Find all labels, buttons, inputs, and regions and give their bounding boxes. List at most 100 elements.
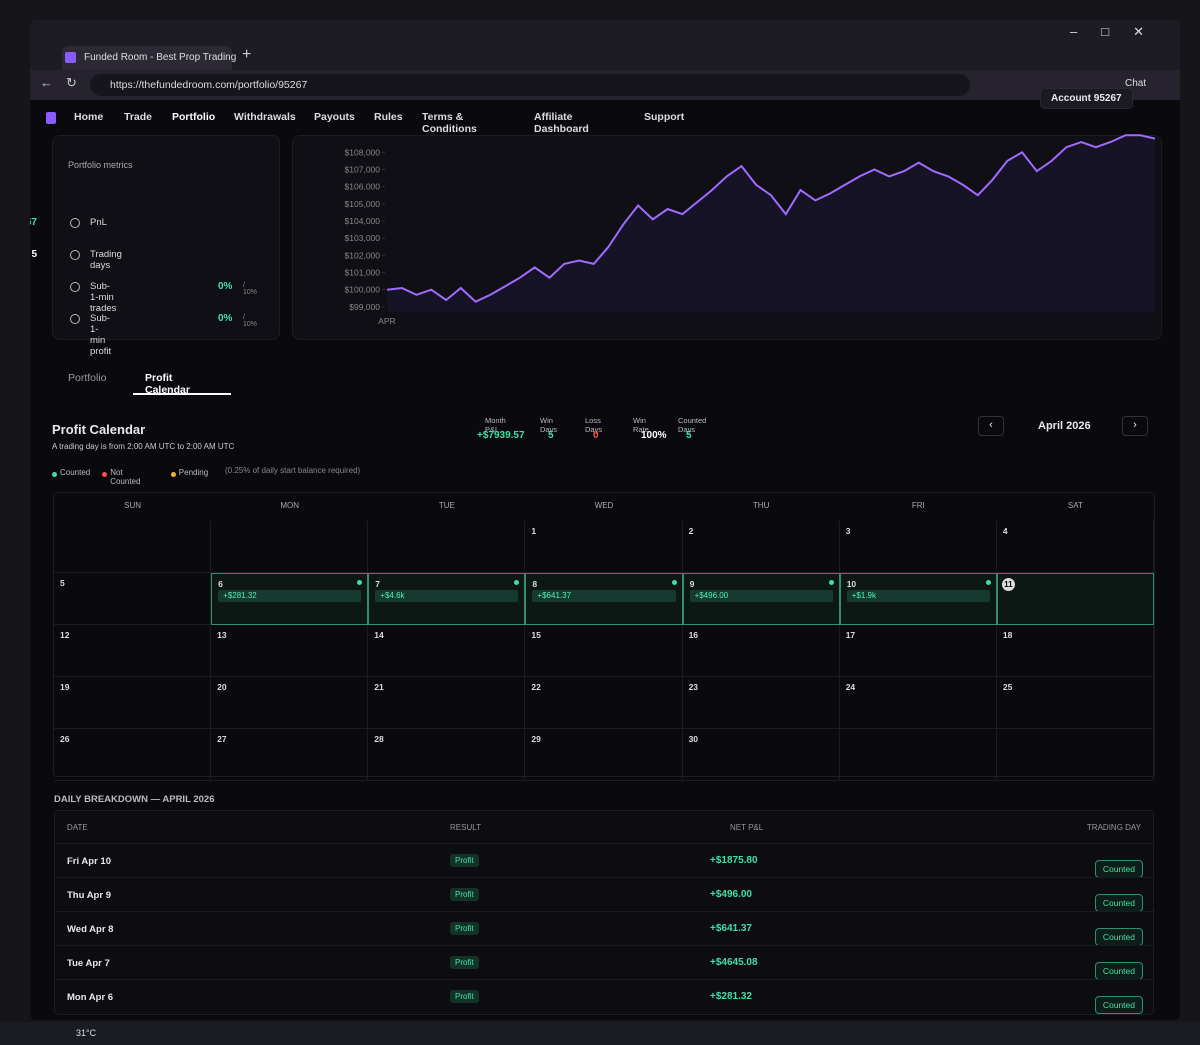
back-button[interactable]: ← bbox=[40, 75, 53, 90]
day-cell[interactable]: 1 bbox=[525, 521, 683, 573]
day-number: 20 bbox=[217, 682, 227, 692]
equity-line bbox=[386, 134, 1156, 303]
url-field[interactable]: https://thefundedroom.com/portfolio/9526… bbox=[90, 74, 970, 96]
table-header: TRADING DAY bbox=[1086, 823, 1141, 832]
day-cell[interactable]: 2 bbox=[682, 521, 840, 573]
day-number: 6 bbox=[218, 579, 223, 589]
day-cell[interactable]: 15 bbox=[525, 625, 683, 677]
trading-day-badge: Counted bbox=[1094, 860, 1143, 878]
prev-month[interactable]: ‹ bbox=[978, 416, 1004, 436]
day-cell bbox=[54, 521, 212, 573]
day-pnl: +$281.32 bbox=[218, 590, 362, 602]
day-cell[interactable]: 14 bbox=[368, 625, 526, 677]
day-cell[interactable]: 18 bbox=[996, 625, 1154, 677]
day-cell[interactable]: 17 bbox=[839, 625, 997, 677]
day-cell[interactable]: 19 bbox=[54, 677, 212, 729]
metric-label: Sub-1-min profit bbox=[90, 313, 112, 357]
day-cell[interactable]: 30 bbox=[682, 729, 840, 781]
day-cell[interactable]: 22 bbox=[525, 677, 683, 729]
day-number: 27 bbox=[217, 734, 227, 744]
day-cell[interactable]: 26 bbox=[54, 729, 212, 781]
stat-label: Win Days bbox=[540, 416, 558, 434]
y-tick-label: $103,000 bbox=[345, 233, 381, 243]
day-cell[interactable]: 21 bbox=[368, 677, 526, 729]
day-number: 25 bbox=[1002, 682, 1013, 692]
day-cell[interactable]: 3 bbox=[839, 521, 997, 573]
tab-underline bbox=[133, 393, 231, 395]
net-pnl: +$496.00 bbox=[710, 889, 752, 900]
nav-item[interactable]: Home bbox=[74, 111, 104, 123]
reload-button[interactable]: ↻ bbox=[66, 75, 77, 90]
nav-item[interactable]: Rules bbox=[374, 111, 403, 123]
account-selector[interactable]: Account 95267 bbox=[1040, 88, 1133, 109]
taskbar: 31°C bbox=[0, 1022, 1200, 1045]
net-pnl: +$1875.80 bbox=[710, 855, 758, 866]
row-date: Fri Apr 10 bbox=[67, 856, 111, 867]
day-number: 19 bbox=[60, 682, 70, 692]
browser-tab[interactable]: Funded Room - Best Prop Trading bbox=[62, 46, 236, 70]
weekday-label: FRI bbox=[911, 501, 925, 510]
day-cell[interactable]: 16 bbox=[682, 625, 840, 677]
day-cell[interactable]: 24 bbox=[839, 677, 997, 729]
day-cell[interactable]: 11 bbox=[996, 573, 1154, 625]
day-cell[interactable]: 27 bbox=[211, 729, 369, 781]
stat-label: Month P&L bbox=[485, 416, 506, 434]
nav-item[interactable]: Withdrawals bbox=[234, 111, 296, 123]
day-number: 24 bbox=[845, 682, 856, 692]
trading-day-badge: Counted bbox=[1094, 928, 1143, 946]
day-cell[interactable]: 13 bbox=[211, 625, 369, 677]
nav-item[interactable]: Portfolio bbox=[172, 111, 216, 123]
day-cell[interactable]: 29 bbox=[525, 729, 683, 781]
nav-item[interactable]: Terms & Conditions bbox=[422, 111, 477, 135]
day-pnl: +$4.6k bbox=[375, 590, 519, 602]
chart-card bbox=[292, 135, 1162, 340]
day-cell[interactable]: 12 bbox=[54, 625, 212, 677]
counted-dot bbox=[828, 580, 834, 585]
stat-value: 5 bbox=[686, 430, 692, 441]
nav-item[interactable]: Payouts bbox=[314, 111, 355, 123]
chat-button[interactable]: Chat bbox=[1125, 78, 1147, 89]
day-cell[interactable]: 9 +$496.00 bbox=[682, 573, 840, 625]
equity-area bbox=[387, 135, 1155, 312]
day-number: 30 bbox=[688, 734, 699, 744]
stat-value: 5 bbox=[548, 430, 554, 441]
day-cell[interactable]: 20 bbox=[211, 677, 369, 729]
day-cell[interactable]: 6 +$281.32 bbox=[211, 573, 369, 625]
metric-value: 0% bbox=[218, 313, 233, 324]
day-cell[interactable]: 10 +$1.9k bbox=[839, 573, 997, 625]
legend-label: Pending bbox=[178, 468, 209, 477]
metric-label: Sub-1-min trades bbox=[90, 281, 117, 314]
table-row: Mon Apr 6 Profit +$281.32 Counted bbox=[55, 979, 1155, 1014]
day-number: 16 bbox=[688, 630, 699, 640]
day-cell[interactable]: 8 +$641.37 bbox=[525, 573, 683, 625]
legend-dot bbox=[102, 472, 108, 477]
metric-limit: / 10% bbox=[243, 282, 258, 296]
y-tick-label: $104,000 bbox=[345, 216, 381, 226]
calendar-grid: SUN MON TUE WED THU FRI SAT 1 2 3 4 5 6 +$281.32 7 +$4.… bbox=[53, 492, 1155, 781]
metric-label: PnL bbox=[90, 217, 107, 228]
net-pnl: +$4645.08 bbox=[710, 957, 758, 968]
day-cell[interactable]: 25 bbox=[996, 677, 1154, 729]
result-pill: Profit bbox=[450, 854, 479, 867]
metric-icon bbox=[70, 250, 80, 260]
next-month[interactable]: › bbox=[1122, 416, 1148, 436]
table-header: RESULT bbox=[450, 823, 481, 832]
tab[interactable]: Portfolio bbox=[68, 372, 107, 384]
day-cell[interactable]: 7 +$4.6k bbox=[368, 573, 526, 625]
nav-item[interactable]: Support bbox=[644, 111, 685, 123]
y-tick-label: $105,000 bbox=[345, 199, 381, 209]
day-number: 17 bbox=[845, 630, 856, 640]
logo bbox=[46, 112, 56, 124]
day-pnl: +$496.00 bbox=[689, 590, 833, 602]
day-number: 28 bbox=[374, 734, 384, 744]
day-cell[interactable]: 4 bbox=[996, 521, 1154, 573]
window-controls[interactable]: –□✕ bbox=[1070, 24, 1168, 39]
day-cell[interactable]: 5 bbox=[54, 573, 212, 625]
metric-value: 0% bbox=[218, 281, 233, 292]
day-cell[interactable]: 23 bbox=[682, 677, 840, 729]
stat-label: Loss Days bbox=[585, 416, 603, 434]
nav-item[interactable]: Trade bbox=[124, 111, 153, 123]
new-tab-button[interactable]: + bbox=[242, 46, 252, 63]
nav-item[interactable]: Affiliate Dashboard bbox=[534, 111, 589, 135]
day-cell[interactable]: 28 bbox=[368, 729, 526, 781]
